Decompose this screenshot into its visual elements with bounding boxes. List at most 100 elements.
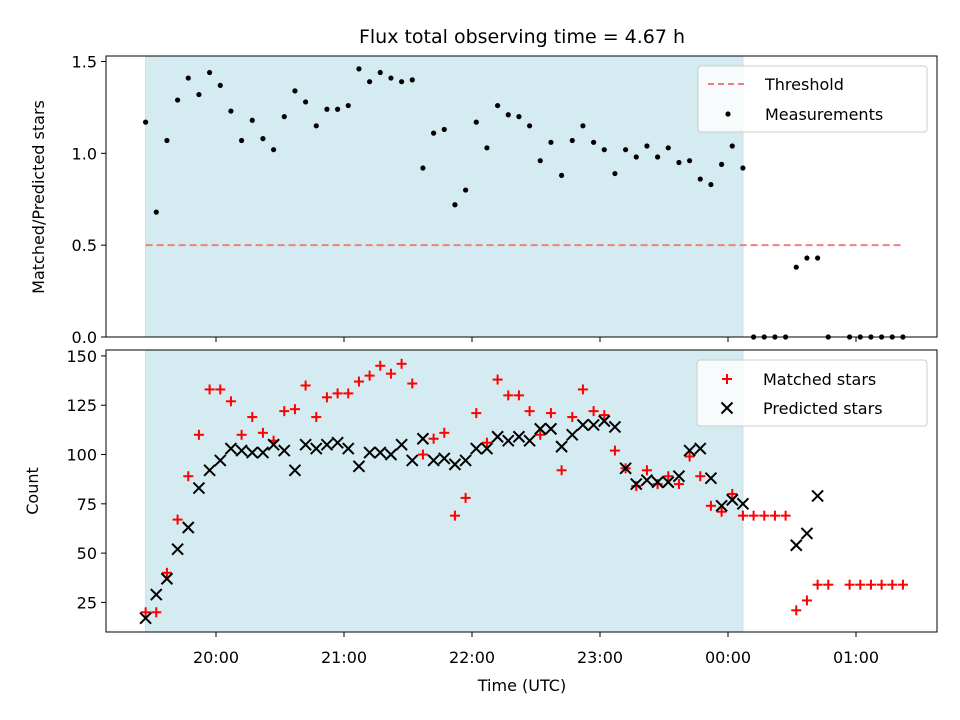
x-b [720, 401, 734, 415]
measurement-point [239, 137, 245, 144]
panel-counts: 25 50 75 100 125 150 20:00 21:00 22:00 23:00 00:0… [23, 347, 938, 695]
matched-star-point [663, 471, 674, 482]
matched-star-point [705, 500, 716, 511]
measurement-point [484, 145, 490, 151]
matched-star-point [556, 465, 567, 476]
legend-x-marker [720, 401, 734, 415]
panel-top-frame [105, 55, 938, 338]
predicted-star-point [651, 475, 664, 489]
matched-star-point [599, 410, 610, 421]
matched-star-point [385, 368, 396, 379]
predicted-star-point [384, 448, 398, 461]
predicted-star-point [672, 470, 686, 483]
predicted-star-point [331, 436, 344, 449]
predicted-star-point [192, 481, 206, 495]
predicted-star-point [491, 430, 504, 443]
x-b [395, 438, 408, 451]
measurement-point [793, 264, 799, 270]
x-b [683, 444, 696, 457]
predicted-star-point [598, 414, 611, 428]
x-b [160, 572, 174, 585]
x-b [694, 442, 707, 455]
x-b [278, 444, 291, 457]
predicted-star-point [299, 438, 312, 451]
x-b [331, 436, 344, 449]
measurement-point [580, 123, 586, 129]
measurement-point [729, 143, 735, 149]
measurement-point [719, 161, 725, 167]
x-b [704, 471, 718, 485]
panel-bottom-y-axis-label: Count [23, 467, 42, 515]
matched-star-point [737, 510, 748, 521]
y-tick-label: 75 [77, 495, 97, 514]
x-b [438, 452, 451, 465]
measurement-point [548, 139, 554, 145]
x-b [587, 418, 600, 432]
measurement-point [281, 114, 287, 120]
x-tick-label: 21:00 [321, 648, 367, 667]
x-b [523, 434, 536, 447]
y-tick-label: 0.5 [72, 236, 97, 255]
predicted-star-point [448, 458, 462, 471]
measurement-point [676, 159, 682, 166]
measurement-point [399, 79, 405, 85]
matched-star-point [492, 374, 503, 385]
x-b [491, 430, 504, 443]
measurement-point [313, 123, 319, 129]
predicted-star-point [395, 438, 408, 451]
matched-star-point [673, 479, 684, 490]
predicted-star-point [182, 521, 195, 534]
x-tick-label: 22:00 [449, 648, 495, 667]
x-b [267, 438, 280, 451]
matched-star-point [812, 579, 823, 590]
x-b [619, 462, 632, 475]
predicted-star-point [715, 499, 728, 512]
matched-star-point [748, 510, 759, 521]
matched-star-point [545, 408, 556, 419]
legend-predicted-label: Predicted stars [763, 399, 883, 418]
x-b [512, 430, 526, 443]
predicted-star-point [587, 418, 600, 432]
matched-star-point [439, 427, 450, 438]
matched-star-point [428, 433, 439, 444]
x-b [534, 422, 547, 436]
predicted-star-point [288, 464, 302, 477]
matched-star-point [151, 607, 162, 618]
x-b [662, 475, 675, 489]
matched-star-point [236, 429, 247, 440]
x-b [448, 458, 462, 471]
matched-star-point [311, 412, 322, 423]
measurement-point [665, 145, 671, 151]
matched-star-point [897, 579, 908, 590]
matched-star-point [684, 451, 695, 462]
x-b [566, 428, 579, 442]
measurement-point [143, 119, 149, 125]
predicted-star-point [224, 442, 238, 455]
x-b [192, 481, 206, 495]
predicted-star-point [555, 440, 568, 453]
matched-star-point [417, 449, 428, 460]
x-b [598, 414, 611, 428]
x-b [470, 442, 483, 455]
x-b [630, 477, 643, 491]
measurement-point [324, 106, 330, 112]
measurement-point [505, 112, 511, 118]
predicted-star-point [427, 454, 440, 467]
matched-star-point [407, 378, 418, 389]
matched-star-point [396, 358, 407, 369]
measurement-point [463, 187, 469, 193]
matched-star-point [823, 579, 834, 590]
matched-star-point [513, 390, 524, 401]
predicted-star-point [800, 527, 814, 540]
legend-measurements-swatch [725, 111, 731, 117]
x-b [288, 464, 302, 477]
y-tick-label: 50 [77, 544, 97, 563]
predicted-star-point [416, 432, 430, 445]
predicted-star-point [363, 446, 376, 459]
matched-star-point [865, 579, 876, 590]
measurement-point [623, 147, 629, 153]
predicted-star-point [160, 572, 174, 585]
x-b [203, 464, 216, 477]
measurement-point [473, 119, 479, 125]
panel-bottom-y-ticks: 25 50 75 100 125 150 [66, 347, 106, 612]
